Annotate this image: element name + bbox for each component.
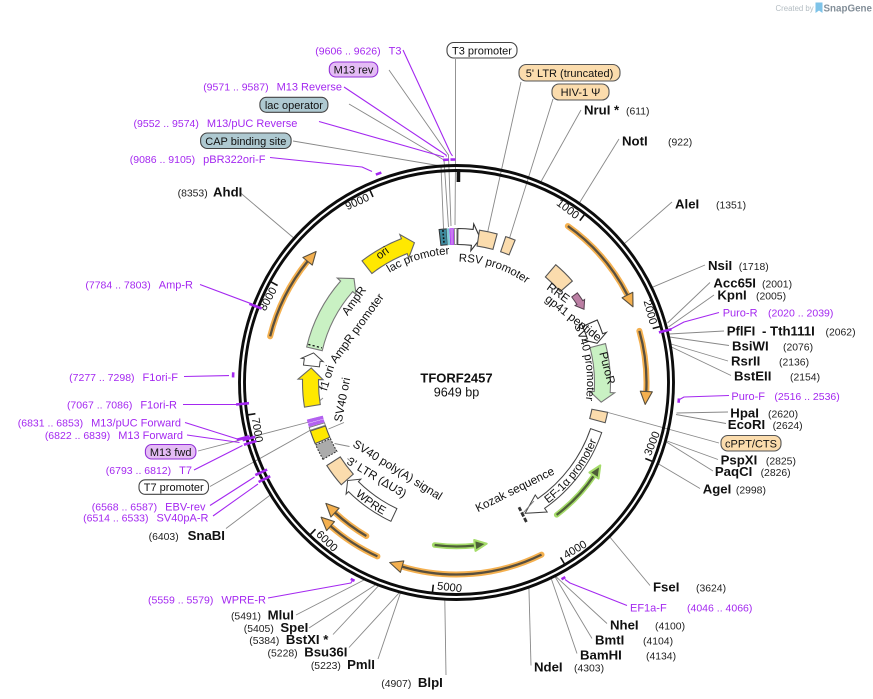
- svg-text:(6514 .. 6533)SV40pA-R: (6514 .. 6533) SV40pA-R: [83, 512, 208, 524]
- svg-text:SpeI: SpeI: [280, 620, 308, 635]
- svg-text:SnapGene: SnapGene: [824, 4, 873, 15]
- svg-text:PspXI: PspXI: [721, 453, 758, 468]
- svg-text:(2154): (2154): [790, 373, 820, 384]
- svg-text:AleI: AleI: [675, 197, 699, 212]
- svg-text:NsiI: NsiI: [708, 258, 732, 273]
- svg-text:(6831 .. 6853)M13/pUC Forward: (6831 .. 6853) M13/pUC Forward: [18, 417, 181, 429]
- svg-text:(5228): (5228): [268, 649, 298, 660]
- svg-text:(7784 .. 7803)Amp-R: (7784 .. 7803) Amp-R: [85, 280, 193, 292]
- svg-text:(6403): (6403): [149, 532, 179, 543]
- svg-text:T7 promoter: T7 promoter: [144, 482, 204, 494]
- svg-text:(3624): (3624): [696, 584, 726, 595]
- svg-text:(2001): (2001): [762, 280, 792, 291]
- svg-text:(9552 .. 9574)M13/pUC Reverse: (9552 .. 9574) M13/pUC Reverse: [134, 118, 298, 130]
- svg-text:(922): (922): [668, 138, 692, 149]
- svg-text:(4303): (4303): [574, 664, 604, 675]
- svg-text:Acc65I: Acc65I: [713, 276, 756, 291]
- svg-text:(2005): (2005): [756, 292, 786, 303]
- svg-text:KpnI: KpnI: [717, 288, 746, 303]
- svg-text:EF1a-F: EF1a-F: [630, 603, 667, 615]
- svg-text:(4907): (4907): [381, 679, 411, 690]
- svg-text:(4104): (4104): [643, 637, 673, 648]
- svg-text:(6568 .. 6587)EBV-rev: (6568 .. 6587) EBV-rev: [92, 502, 206, 514]
- svg-text:FseI: FseI: [653, 580, 679, 595]
- svg-text:(2826): (2826): [761, 468, 791, 479]
- svg-text:lac operator: lac operator: [265, 100, 323, 112]
- svg-text:PflFI: PflFI: [727, 324, 756, 339]
- svg-text:(6822 .. 6839)M13 Forward: (6822 .. 6839) M13 Forward: [45, 430, 183, 442]
- svg-text:TFORF2457: TFORF2457: [420, 371, 492, 386]
- svg-text:(2076): (2076): [783, 343, 813, 354]
- svg-text:RsrII: RsrII: [731, 354, 760, 369]
- svg-text:5' LTR (truncated): 5' LTR (truncated): [526, 68, 613, 80]
- svg-text:T3 promoter: T3 promoter: [452, 45, 512, 57]
- svg-text:EcoRI: EcoRI: [728, 417, 765, 432]
- svg-text:(2020 .. 2039): (2020 .. 2039): [768, 308, 833, 320]
- svg-text:(1718): (1718): [739, 262, 769, 273]
- svg-text:Created by: Created by: [776, 4, 814, 13]
- svg-text:(2624): (2624): [773, 421, 803, 432]
- svg-text:BstXI *: BstXI *: [286, 632, 329, 647]
- svg-text:5000: 5000: [436, 580, 462, 595]
- svg-text:(9606 .. 9626)T3: (9606 .. 9626) T3: [315, 46, 401, 58]
- svg-text:SnaBI: SnaBI: [188, 528, 225, 543]
- svg-text:(5405): (5405): [244, 624, 274, 635]
- svg-text:(611): (611): [626, 107, 650, 118]
- svg-text:NheI: NheI: [610, 618, 639, 633]
- svg-text:HpaI: HpaI: [730, 406, 759, 421]
- svg-text:(2136): (2136): [779, 358, 809, 369]
- svg-text:CAP binding site: CAP binding site: [205, 136, 286, 148]
- svg-text:(5384): (5384): [249, 636, 279, 647]
- svg-text:(2620): (2620): [768, 410, 798, 421]
- svg-text:AgeI: AgeI: [703, 482, 732, 497]
- svg-text:cPPT/CTS: cPPT/CTS: [725, 438, 777, 450]
- svg-text:BamHI: BamHI: [580, 648, 622, 663]
- svg-text:(9571 .. 9587)M13 Reverse: (9571 .. 9587) M13 Reverse: [203, 82, 342, 94]
- svg-text:(6793 .. 6812)T7: (6793 .. 6812) T7: [106, 465, 192, 477]
- svg-text:(9086 .. 9105)pBR322ori-F: (9086 .. 9105) pBR322ori-F: [130, 154, 266, 166]
- svg-text:M13 rev: M13 rev: [334, 65, 374, 77]
- svg-text:(2062): (2062): [826, 328, 856, 339]
- svg-text:(8353): (8353): [178, 189, 208, 200]
- svg-text:(4134): (4134): [646, 652, 676, 663]
- svg-text:(2998): (2998): [736, 486, 766, 497]
- svg-text:Puro-F: Puro-F: [731, 391, 765, 403]
- svg-text:(5491): (5491): [231, 612, 261, 623]
- svg-text:M13 fwd: M13 fwd: [150, 447, 192, 459]
- svg-text:HIV-1 Ψ: HIV-1 Ψ: [561, 87, 601, 99]
- svg-text:NdeI: NdeI: [534, 660, 563, 675]
- svg-text:AhdI: AhdI: [213, 185, 242, 200]
- svg-text:(2516 .. 2536): (2516 .. 2536): [774, 391, 839, 403]
- svg-text:BmtI: BmtI: [595, 633, 624, 648]
- svg-text:(5559 .. 5579)WPRE-R: (5559 .. 5579) WPRE-R: [148, 594, 266, 606]
- svg-text:Bsu36I: Bsu36I: [304, 645, 347, 660]
- svg-text:PaqCI: PaqCI: [715, 464, 752, 479]
- svg-text:BstEII: BstEII: [734, 369, 771, 384]
- svg-text:(5223): (5223): [311, 661, 341, 672]
- svg-text:(7277 .. 7298)F1ori-F: (7277 .. 7298) F1ori-F: [69, 372, 178, 384]
- svg-text:Puro-R: Puro-R: [723, 308, 758, 320]
- svg-text:(2825): (2825): [766, 457, 796, 468]
- svg-text:(1351): (1351): [716, 201, 746, 212]
- svg-text:9649 bp: 9649 bp: [434, 386, 480, 400]
- svg-text:PmlI: PmlI: [347, 657, 375, 672]
- svg-text:NotI: NotI: [622, 134, 648, 149]
- svg-text:- Tth111I: - Tth111I: [762, 324, 815, 339]
- svg-text:BsiWI: BsiWI: [732, 339, 769, 354]
- svg-text:(4100): (4100): [655, 622, 685, 633]
- svg-text:(4046 .. 4066): (4046 .. 4066): [687, 603, 752, 615]
- svg-text:NruI *: NruI *: [584, 103, 620, 118]
- svg-text:BlpI: BlpI: [418, 675, 443, 690]
- svg-text:(7067 .. 7086)F1ori-R: (7067 .. 7086) F1ori-R: [67, 400, 177, 412]
- svg-text:MluI: MluI: [268, 608, 294, 623]
